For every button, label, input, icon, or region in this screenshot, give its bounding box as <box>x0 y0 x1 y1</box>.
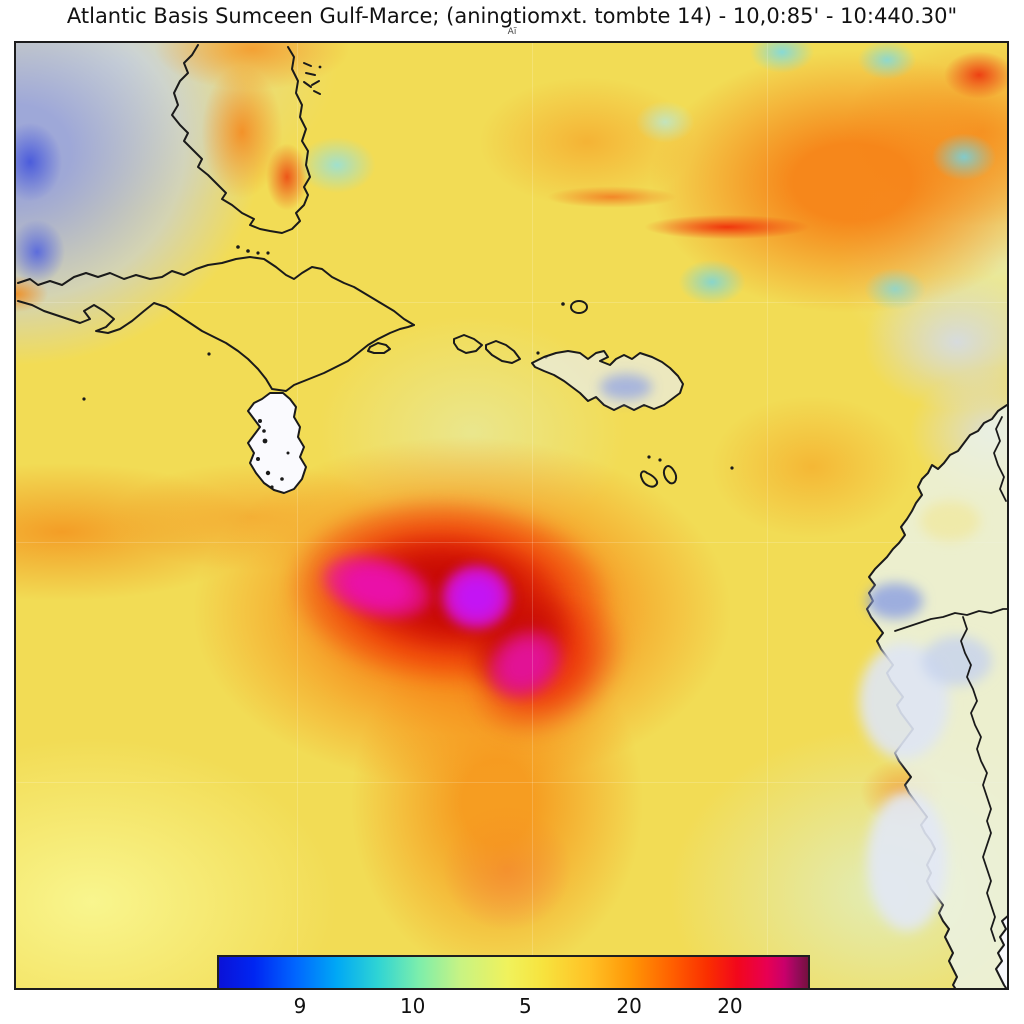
florida-coastline <box>171 44 311 234</box>
gridline-vertical <box>767 43 768 988</box>
cuba-north-coastline <box>17 256 415 326</box>
colorbar-tick-row: 9 10 5 20 20 <box>217 994 810 1020</box>
colorbar-tick-label: 10 <box>399 994 426 1018</box>
right-edge-land <box>995 915 1007 988</box>
white-peninsula-island <box>247 392 307 494</box>
archipelago-ne-of-florida <box>303 62 322 95</box>
lesser-antilles <box>639 465 678 488</box>
gridline-vertical <box>532 43 533 988</box>
figure-title: Atlantic Basis Sumceen Gulf-Marce; (anin… <box>66 4 958 28</box>
figure-subtitle: Aĩ <box>507 27 517 37</box>
florida-keys-islets <box>236 245 270 255</box>
antilles-dots <box>647 455 662 462</box>
sa-border-north <box>993 416 1007 502</box>
sa-border-vertical <box>960 616 996 942</box>
central-cuba-islands <box>453 334 521 364</box>
ring-island <box>570 300 588 314</box>
colorbar-tick-label: 9 <box>293 994 307 1018</box>
hispaniola-cool-patch <box>600 374 652 400</box>
gridline-horizontal <box>16 782 1007 783</box>
colorbar-tick-label: 5 <box>518 994 532 1018</box>
gridline-horizontal <box>16 542 1007 543</box>
cuba-south-coastline <box>17 300 415 392</box>
jamaica-islet <box>367 342 391 354</box>
south-america-interior-patches <box>859 501 992 931</box>
gridline-vertical <box>297 43 298 988</box>
island-speckles <box>256 419 290 489</box>
gridline-horizontal <box>16 302 1007 303</box>
map-frame <box>14 41 1009 990</box>
colorbar-tick-label: 20 <box>616 994 642 1018</box>
colorbar-gradient <box>219 957 808 988</box>
colorbar <box>217 955 810 990</box>
colorbar-tick-label: 20 <box>717 994 743 1018</box>
heat-blob-purple-core <box>429 553 524 641</box>
sa-border-horizontal <box>894 608 1007 632</box>
coastline-overlay <box>17 44 1007 988</box>
